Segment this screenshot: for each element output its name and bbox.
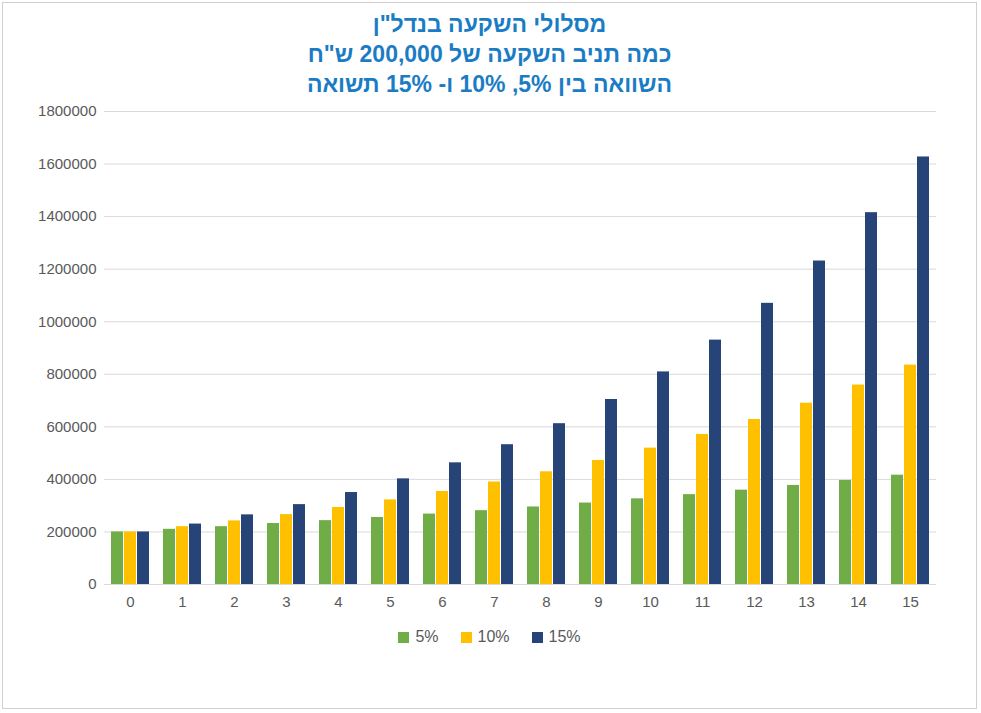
svg-text:15: 15 <box>902 593 919 610</box>
svg-text:800000: 800000 <box>46 365 96 382</box>
svg-text:600000: 600000 <box>46 418 96 435</box>
svg-text:1: 1 <box>178 593 186 610</box>
svg-text:200000: 200000 <box>46 523 96 540</box>
svg-text:12: 12 <box>746 593 763 610</box>
svg-text:1200000: 1200000 <box>38 260 96 277</box>
html-text:15%: 15% <box>548 628 581 645</box>
svg-text:9: 9 <box>594 593 602 610</box>
svg-text:11: 11 <box>695 593 711 610</box>
svg-text:2: 2 <box>230 593 238 610</box>
html-text:10%: 10% <box>477 628 510 645</box>
svg-text:14: 14 <box>850 593 867 610</box>
svg-text:6: 6 <box>438 593 446 610</box>
html-text:מסלולי השקעה בנדל"ן: מסלולי השקעה בנדל"ן <box>372 11 607 37</box>
html-text:5%: 5% <box>415 628 439 645</box>
svg-text:1800000: 1800000 <box>38 102 96 119</box>
svg-text:7: 7 <box>490 593 498 610</box>
svg-text:8: 8 <box>542 593 550 610</box>
html-text:כמה תניב השקעה של 200,000 ש"ח: כמה תניב השקעה של 200,000 ש"ח <box>307 41 672 67</box>
svg-text:13: 13 <box>798 593 815 610</box>
svg-text:1400000: 1400000 <box>38 207 96 224</box>
svg-text:5: 5 <box>386 593 394 610</box>
svg-text:1600000: 1600000 <box>38 155 96 172</box>
svg-text:4: 4 <box>334 593 342 610</box>
svg-text:0: 0 <box>126 593 134 610</box>
svg-text:0: 0 <box>88 575 96 592</box>
svg-text:1000000: 1000000 <box>38 313 96 330</box>
svg-text:10: 10 <box>642 593 659 610</box>
svg-text:3: 3 <box>282 593 290 610</box>
html-text:השוואה בין 5%, 10% ו- 15% תשוא: השוואה בין 5%, 10% ו- 15% תשואה <box>306 71 673 97</box>
svg-text:400000: 400000 <box>46 470 96 487</box>
